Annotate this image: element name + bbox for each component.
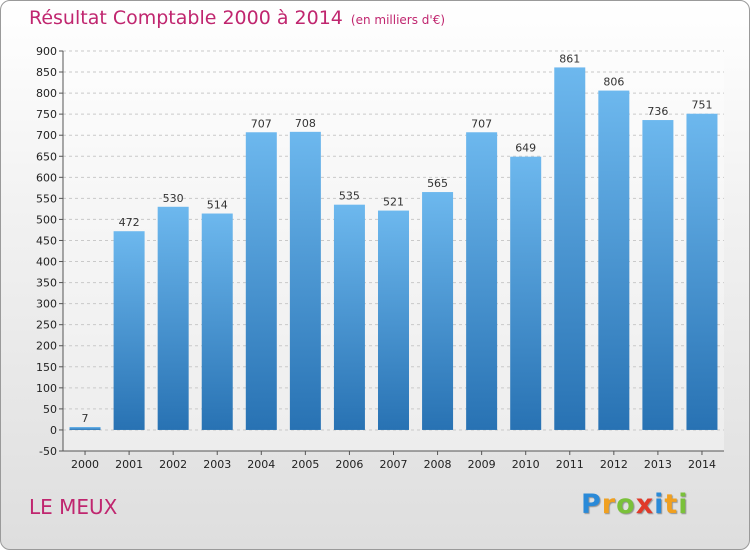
data-label-2000: 7 [82,412,89,425]
logo-letter: o [616,489,636,520]
bar-2001 [113,231,145,430]
y-tick-label: 900 [36,45,57,58]
bar-2005 [289,131,321,430]
y-tick-label: 250 [36,319,57,332]
y-tick-label: 400 [36,256,57,269]
bar-2003 [201,213,233,430]
town-name: LE MEUX [29,495,118,519]
x-tick-label: 2009 [468,458,496,471]
bar-2012 [598,90,630,430]
y-tick-label: 850 [36,66,57,79]
y-tick-label: 450 [36,234,57,247]
logo-letter: i [654,489,665,520]
x-tick-label: 2010 [512,458,540,471]
data-label-2010: 649 [515,142,536,155]
x-tick-label: 2014 [688,458,716,471]
x-tick-label: 2008 [424,458,452,471]
y-tick-label: 700 [36,129,57,142]
y-tick-label: 100 [36,382,57,395]
data-label-2012: 806 [603,76,624,89]
x-tick-label: 2005 [291,458,319,471]
data-label-2011: 861 [559,52,580,65]
y-tick-label: 500 [36,213,57,226]
bar-2010 [510,156,542,430]
y-tick-label: -50 [39,445,57,458]
x-tick-label: 2002 [159,458,187,471]
y-tick-label: 50 [43,403,57,416]
data-label-2001: 472 [119,216,140,229]
y-tick-label: 0 [50,424,57,437]
logo-letter: x [635,489,655,520]
bar-2007 [378,210,409,430]
data-label-2005: 708 [295,117,316,130]
y-tick-label: 550 [36,192,57,205]
y-tick-label: 650 [36,150,57,163]
x-tick-label: 2000 [71,458,99,471]
y-tick-label: 350 [36,277,57,290]
title-text: Résultat Comptable 2000 à 2014 [29,7,343,29]
y-tick-label: 750 [36,108,57,121]
logo-letter: r [601,489,617,520]
x-tick-label: 2011 [556,458,584,471]
bar-2011 [554,67,586,430]
proxiti-logo: Proxiti [581,489,689,520]
data-label-2007: 521 [383,196,404,209]
bar-2004 [245,132,277,430]
bar-2009 [466,132,498,430]
data-label-2009: 707 [471,117,492,130]
bar-2000 [69,427,101,430]
chart-subtitle: (en milliers d'€) [350,13,446,27]
bar-2014 [686,113,718,430]
data-label-2013: 736 [647,105,668,118]
x-tick-label: 2004 [247,458,275,471]
x-tick-label: 2007 [380,458,408,471]
data-label-2006: 535 [339,190,360,203]
x-tick-label: 2012 [600,458,628,471]
y-tick-label: 300 [36,298,57,311]
logo-letter: t [664,489,679,520]
data-label-2008: 565 [427,177,448,190]
logo-letter: P [581,489,602,520]
y-tick-label: 600 [36,171,57,184]
x-tick-label: 2013 [644,458,672,471]
bar-2002 [157,206,189,430]
y-tick-label: 150 [36,361,57,374]
data-label-2004: 707 [251,117,272,130]
bar-2006 [333,204,365,430]
bar-2013 [642,120,674,430]
bar-2008 [422,192,454,430]
x-tick-label: 2006 [335,458,363,471]
data-label-2003: 514 [207,199,228,212]
chart-title: Résultat Comptable 2000 à 2014 (en millie… [29,7,445,29]
data-label-2002: 530 [163,192,184,205]
y-tick-label: 800 [36,87,57,100]
y-tick-label: 200 [36,340,57,353]
x-tick-label: 2001 [115,458,143,471]
logo-letter: i [678,489,689,520]
x-tick-label: 2003 [203,458,231,471]
data-label-2014: 751 [691,99,712,112]
